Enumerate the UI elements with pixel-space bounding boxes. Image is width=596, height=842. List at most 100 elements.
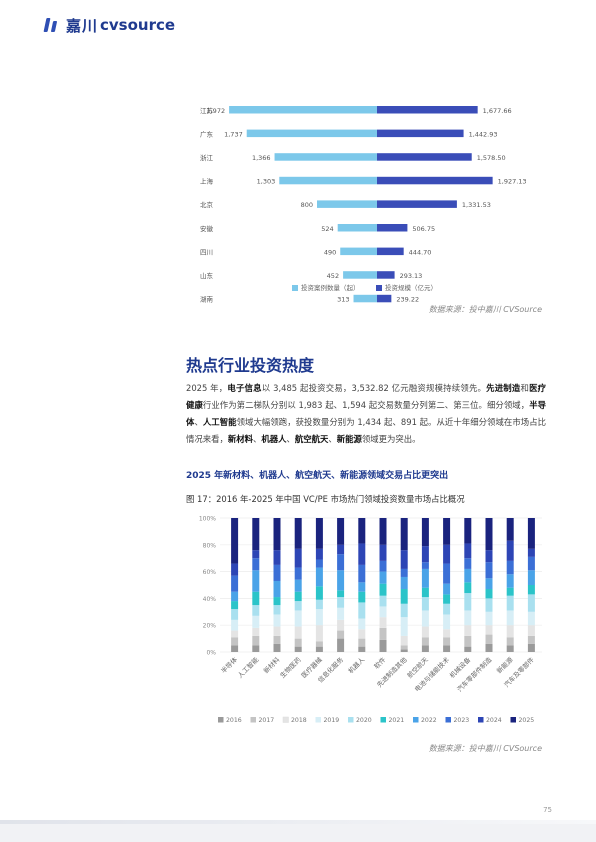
legend-label: 2019: [324, 717, 340, 724]
region-label: 山东: [200, 271, 214, 280]
count-bar: [229, 106, 377, 114]
stack-segment: [337, 619, 345, 631]
stack-segment: [506, 518, 514, 541]
legend-label: 2021: [389, 717, 405, 724]
stack-segment: [506, 610, 514, 626]
stack-segment: [358, 602, 366, 619]
stack-segment: [252, 605, 260, 616]
stack-segment: [231, 518, 239, 564]
stack-segment: [358, 582, 366, 592]
count-bar: [317, 200, 377, 208]
stack-segment: [443, 563, 451, 584]
stack-segment: [315, 586, 323, 600]
stack-segment: [400, 518, 408, 551]
stack-segment: [443, 645, 451, 652]
amount-label: 239.22: [396, 296, 419, 304]
stack-segment: [527, 518, 535, 549]
stack-segment: [379, 639, 387, 652]
region-label: 四川: [200, 248, 213, 256]
stack-segment: [231, 637, 239, 646]
count-bar: [279, 176, 377, 185]
stack-segment: [337, 607, 345, 620]
stack-segment: [273, 626, 281, 636]
stack-segment: [315, 548, 323, 560]
stack-segment: [252, 550, 260, 559]
stack-segment: [231, 591, 239, 602]
stack-segment: [421, 645, 429, 652]
stack-segment: [485, 598, 493, 612]
count-label: 1,303: [257, 178, 276, 186]
stack-segment: [443, 629, 451, 638]
region-label: 上海: [200, 177, 214, 186]
legend-swatch-amount: [376, 285, 382, 291]
stack-segment: [273, 518, 281, 551]
logo-mark-icon: [43, 16, 62, 34]
stack-segment: [506, 595, 514, 611]
stack-segment: [294, 548, 302, 568]
amount-bar: [377, 200, 457, 208]
stack-segment: [337, 590, 345, 598]
region-bar-chart: 1,972 1,677.66 江苏 1,737 1,442.93 广东 1,366 1,578…: [200, 106, 527, 304]
y-tick-label: 80%: [203, 542, 217, 549]
stack-segment: [358, 591, 366, 603]
category-label: 半导体: [219, 655, 240, 676]
count-label: 313: [337, 296, 349, 304]
stack-segment: [252, 645, 260, 652]
legend-label: 2023: [454, 717, 470, 724]
count-bar: [340, 247, 377, 256]
amount-label: 1,677.66: [483, 107, 512, 115]
stack-segment: [231, 645, 239, 652]
stack-segment: [421, 568, 429, 588]
y-tick-label: 100%: [199, 516, 216, 523]
stack-segment: [421, 597, 429, 611]
stack-segment: [231, 630, 239, 638]
category-label: 机器人: [346, 655, 367, 676]
count-bar: [337, 224, 377, 232]
stack-segment: [506, 574, 514, 588]
legend-label: 2024: [486, 717, 502, 724]
amount-label: 1,331.53: [462, 201, 491, 209]
stack-segment: [315, 599, 323, 610]
stack-segment: [294, 638, 302, 647]
stack-segment: [231, 575, 239, 592]
legend-swatch: [348, 717, 354, 723]
legend-swatch: [413, 717, 419, 723]
count-label: 524: [321, 225, 333, 233]
stack-segment: [485, 518, 493, 551]
stack-segment: [506, 540, 514, 561]
amount-bar: [377, 271, 395, 279]
stack-segment: [294, 579, 302, 592]
stack-segment: [464, 646, 472, 652]
stack-segment: [337, 638, 345, 652]
stack-segment: [400, 635, 408, 646]
stack-segment: [527, 635, 535, 644]
section-title: 热点行业投资热度: [186, 356, 315, 375]
stack-segment: [315, 609, 323, 626]
amount-label: 506.75: [412, 225, 435, 233]
stack-segment: [294, 591, 302, 602]
legend-label-amount: 投资规模（亿元）: [385, 283, 437, 292]
stack-segment: [379, 617, 387, 628]
stack-segment: [273, 564, 281, 581]
stack-segment: [443, 544, 451, 564]
stack-segment: [421, 610, 429, 627]
stack-segment: [337, 597, 345, 608]
stack-segment: [464, 582, 472, 594]
y-tick-label: 0%: [206, 650, 216, 657]
amount-label: 293.13: [400, 272, 423, 280]
stack-segment: [527, 570, 535, 585]
count-bar: [353, 294, 377, 303]
amount-label: 1,442.93: [469, 130, 498, 138]
logo: 嘉川 cvsource: [43, 12, 175, 38]
stack-segment: [485, 643, 493, 652]
stack-segment: [273, 605, 281, 615]
y-tick-label: 40%: [203, 596, 217, 603]
stack-segment: [485, 611, 493, 626]
stack-segment: [315, 646, 323, 652]
region-label: 北京: [200, 200, 214, 209]
stack-segment: [358, 543, 366, 565]
stack-segment: [273, 635, 281, 644]
body-paragraph: 2025 年，电子信息以 3,485 起投资交易，3,532.82 亿元融资规模…: [186, 383, 547, 444]
source-note-2: 数据来源：投中嘉川 CVSource: [428, 744, 542, 753]
stack-segment: [443, 518, 451, 545]
